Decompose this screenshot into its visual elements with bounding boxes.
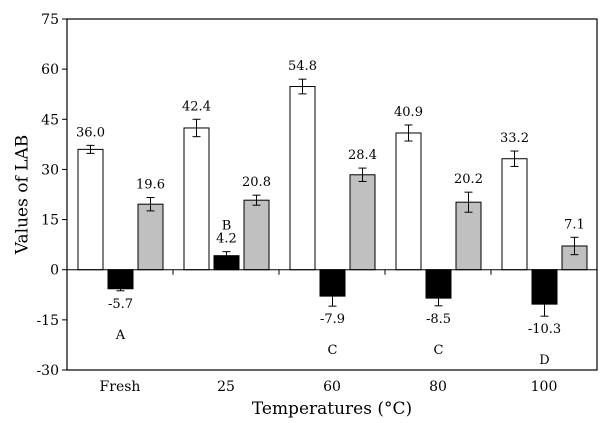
x-tick-label-100: 100 <box>531 379 558 395</box>
bar-b-80 <box>455 201 482 271</box>
bar-L-60 <box>289 86 316 271</box>
data-label-b-100: 7.1 <box>564 217 585 232</box>
x-tick-label-25: 25 <box>217 379 235 395</box>
bar-b-Fresh <box>137 203 164 271</box>
data-label-b-Fresh: 19.6 <box>136 178 165 193</box>
y-axis-title: Values of LAB <box>13 135 33 255</box>
bar-L-80 <box>395 132 422 271</box>
bar-a-Fresh <box>107 269 134 290</box>
data-label-a-25: 4.2 <box>216 232 237 247</box>
bar-L-100 <box>501 158 528 271</box>
y-tick-label-0: 0 <box>50 263 59 279</box>
data-label-b-60: 28.4 <box>348 148 377 163</box>
data-label-a-80: -8.5 <box>426 312 451 327</box>
bar-L-25 <box>183 127 210 271</box>
data-label-L-100: 33.2 <box>500 131 529 146</box>
data-label-a-Fresh: -5.7 <box>108 297 133 312</box>
group-letter-60: C <box>328 343 338 358</box>
y-tick-label-30: 30 <box>41 162 59 178</box>
data-labels-layer: 36.0 -5.7 19.6 42.4 4.2 20.8 54.8 -7.9 28.4 40.9 -… <box>76 59 585 337</box>
group-letter-25: B <box>222 219 232 234</box>
data-label-L-80: 40.9 <box>394 105 423 120</box>
data-label-L-60: 54.8 <box>288 59 317 74</box>
x-tick-label-Fresh: Fresh <box>100 379 141 395</box>
data-label-L-25: 42.4 <box>182 99 211 114</box>
x-axis-title: Temperatures (°C) <box>252 399 412 419</box>
x-tick-label-60: 60 <box>323 379 341 395</box>
bar-b-25 <box>243 199 270 271</box>
x-tick-label-80: 80 <box>429 379 447 395</box>
y-tick-label--15: -15 <box>36 313 59 329</box>
bar-b-60 <box>349 174 376 271</box>
data-label-b-80: 20.2 <box>454 172 483 187</box>
data-label-L-Fresh: 36.0 <box>76 125 105 140</box>
y-tick-label-75: 75 <box>41 12 59 28</box>
y-tick-label-45: 45 <box>41 112 59 128</box>
bars-layer <box>77 86 588 305</box>
data-label-a-60: -7.9 <box>320 312 345 327</box>
y-tick-label-60: 60 <box>41 62 59 78</box>
plot-frame <box>66 18 598 371</box>
bar-L-Fresh <box>77 148 104 271</box>
data-label-b-25: 20.8 <box>242 175 271 190</box>
data-label-a-100: -10.3 <box>528 322 561 337</box>
y-tick-label-15: 15 <box>41 213 59 229</box>
y-tick-label--30: -30 <box>36 363 59 379</box>
group-letter-100: D <box>539 353 549 368</box>
group-letters-layer: A B C C D <box>115 219 550 369</box>
group-letter-Fresh: A <box>115 328 126 343</box>
error-bars-layer <box>86 78 579 317</box>
axes-layer: Fresh 25 60 80 100 -30 -15 0 15 30 45 60 75 <box>36 12 598 395</box>
group-letter-80: C <box>434 343 444 358</box>
